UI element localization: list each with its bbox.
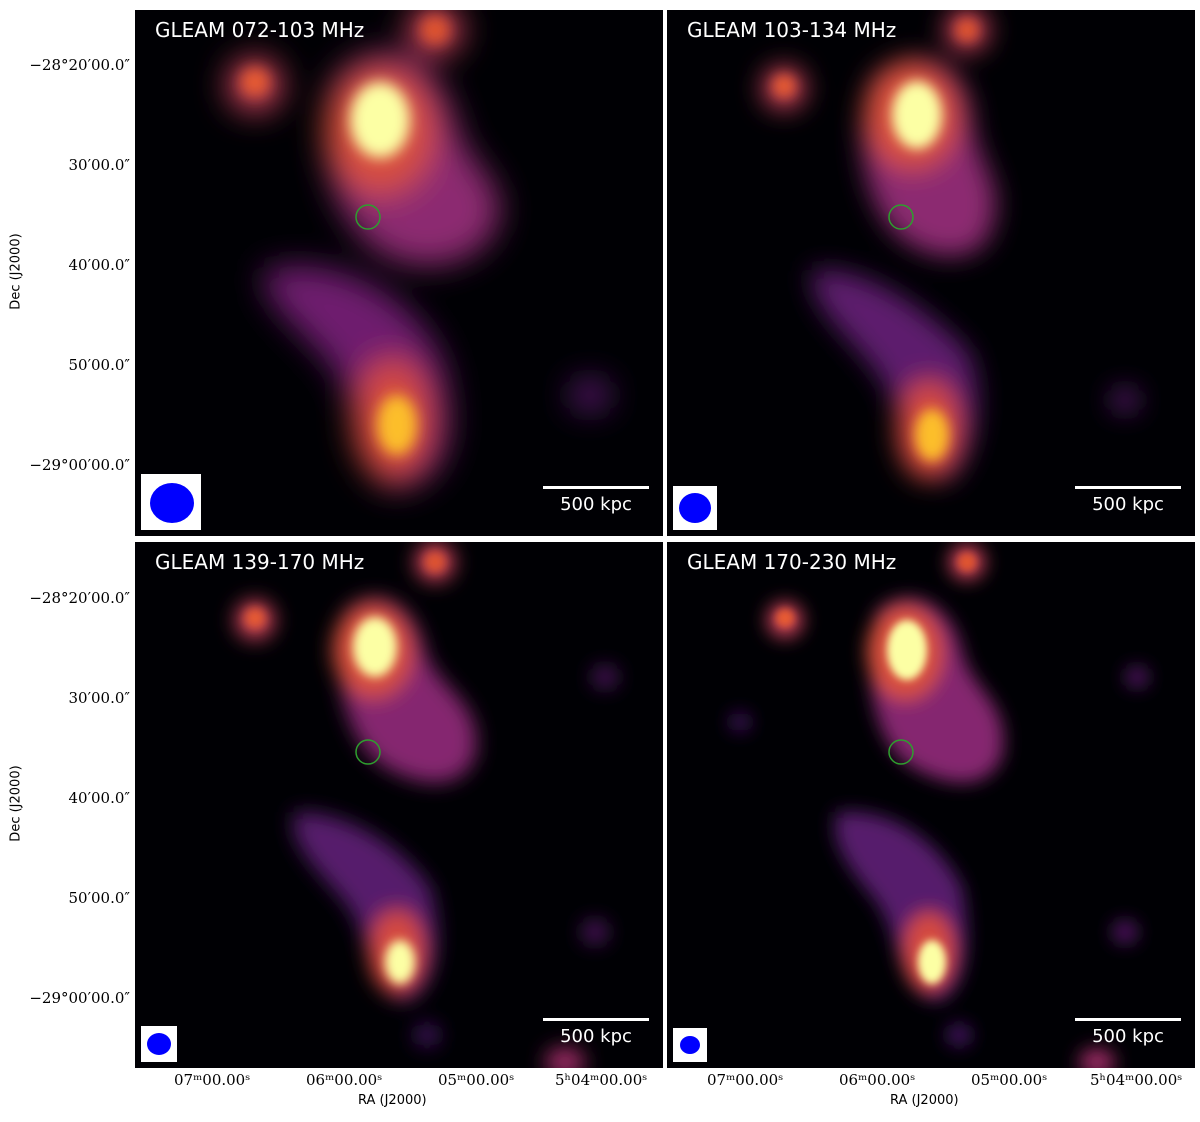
y-axis-label: Dec (J2000): [8, 765, 24, 842]
ra-tick-label: 5ʰ04ᵐ00.00ˢ: [555, 1071, 648, 1089]
panel-3: GLEAM 139-170 MHz 500 kpc: [135, 542, 663, 1068]
dec-tick-label: 50′00.0″: [68, 356, 131, 374]
panel-1-scalebar: 500 kpc: [543, 486, 649, 526]
panel-4-scalebar: 500 kpc: [1075, 1018, 1181, 1058]
panel-1-beam-box: [141, 474, 201, 530]
panel-3-image: [135, 542, 663, 1068]
ra-tick-label: 07ᵐ00.00ˢ: [707, 1071, 784, 1089]
panel-1-image: [135, 10, 663, 536]
panel-2-image: [667, 10, 1195, 536]
dec-tick-label: 40′00.0″: [68, 789, 131, 807]
ra-tick-label: 07ᵐ00.00ˢ: [174, 1071, 251, 1089]
x-axis-label: RA (J2000): [358, 1093, 427, 1108]
panel-2-title: GLEAM 103-134 MHz: [687, 18, 897, 42]
scalebar-label: 500 kpc: [1092, 1026, 1164, 1047]
panel-2-scalebar: 500 kpc: [1075, 486, 1181, 526]
dec-tick-label: 30′00.0″: [68, 689, 131, 707]
scalebar-line: [1075, 1018, 1181, 1021]
dec-tick-label: −28°20′00.0″: [29, 56, 130, 74]
ra-tick-label: 06ᵐ00.00ˢ: [839, 1071, 916, 1089]
dec-tick-label: 50′00.0″: [68, 889, 131, 907]
beam-ellipse-icon: [147, 1033, 171, 1055]
x-axis-label: RA (J2000): [890, 1093, 959, 1108]
dec-tick-label: 30′00.0″: [68, 156, 131, 174]
dec-tick-label: −29°00′00.0″: [29, 989, 130, 1007]
panel-3-scalebar: 500 kpc: [543, 1018, 649, 1058]
panel-1: GLEAM 072-103 MHz 500 kpc: [135, 10, 663, 536]
panel-4-title: GLEAM 170-230 MHz: [687, 550, 897, 574]
ra-tick-label: 05ᵐ00.00ˢ: [971, 1071, 1048, 1089]
scalebar-line: [1075, 486, 1181, 489]
beam-ellipse-icon: [679, 493, 711, 523]
scalebar-label: 500 kpc: [560, 1026, 632, 1047]
host-marker-circle-icon: [888, 204, 914, 230]
dec-tick-label: −29°00′00.0″: [29, 456, 130, 474]
panel-2-beam-box: [673, 486, 717, 530]
panel-3-beam-box: [141, 1026, 177, 1062]
host-marker-circle-icon: [355, 204, 381, 230]
panel-4-beam-box: [673, 1028, 707, 1062]
host-marker-circle-icon: [888, 739, 914, 765]
host-marker-circle-icon: [355, 739, 381, 765]
y-axis-label: Dec (J2000): [8, 233, 24, 310]
panel-4-image: [667, 542, 1195, 1068]
panel-4: GLEAM 170-230 MHz 500 kpc: [667, 542, 1195, 1068]
panel-1-title: GLEAM 072-103 MHz: [155, 18, 365, 42]
dec-tick-label: −28°20′00.0″: [29, 589, 130, 607]
ra-tick-label: 05ᵐ00.00ˢ: [438, 1071, 515, 1089]
beam-ellipse-icon: [680, 1036, 700, 1054]
scalebar-label: 500 kpc: [1092, 494, 1164, 515]
panel-2: GLEAM 103-134 MHz 500 kpc: [667, 10, 1195, 536]
dec-tick-label: 40′00.0″: [68, 256, 131, 274]
ra-tick-label: 06ᵐ00.00ˢ: [306, 1071, 383, 1089]
ra-tick-label: 5ʰ04ᵐ00.00ˢ: [1090, 1071, 1183, 1089]
scalebar-label: 500 kpc: [560, 494, 632, 515]
beam-ellipse-icon: [150, 483, 194, 523]
panel-3-title: GLEAM 139-170 MHz: [155, 550, 365, 574]
scalebar-line: [543, 1018, 649, 1021]
scalebar-line: [543, 486, 649, 489]
